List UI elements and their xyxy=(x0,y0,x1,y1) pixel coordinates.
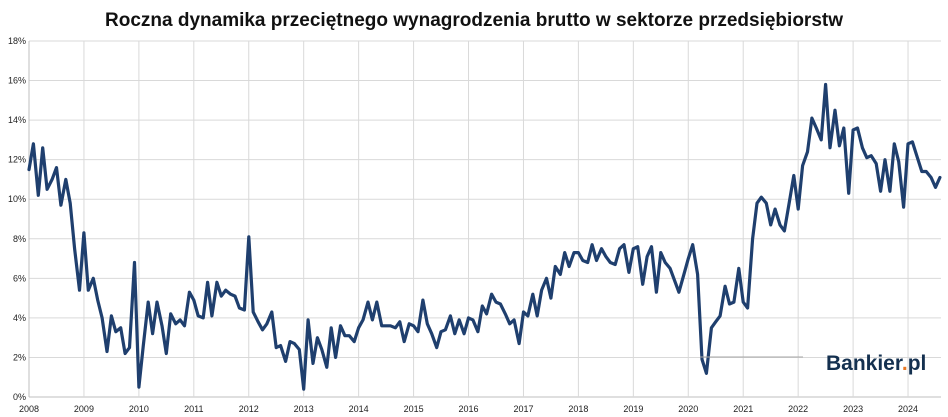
logo-text: Bankier.pl xyxy=(826,352,926,375)
x-tick-label: 2020 xyxy=(678,404,698,414)
gridlines xyxy=(28,40,941,398)
logo-domain: pl xyxy=(908,352,927,375)
x-tick-label: 2019 xyxy=(623,404,643,414)
y-tick-label: 14% xyxy=(8,115,26,125)
y-tick-label: 8% xyxy=(13,234,26,244)
y-tick-label: 12% xyxy=(8,155,26,165)
bankier-logo: Bankier.pl xyxy=(700,352,926,375)
y-tick-label: 6% xyxy=(13,273,26,283)
x-tick-label: 2012 xyxy=(239,404,259,414)
x-tick-label: 2016 xyxy=(459,404,479,414)
logo-word: Bankier xyxy=(826,352,903,375)
y-axis-ticks: 0% 2% 4% 6% 8% 10% 12% 14% 16% 18% xyxy=(8,36,26,402)
x-tick-label: 2023 xyxy=(843,404,863,414)
y-tick-label: 0% xyxy=(13,392,26,402)
x-tick-label: 2015 xyxy=(404,404,424,414)
x-tick-label: 2017 xyxy=(513,404,533,414)
y-tick-label: 2% xyxy=(13,352,26,362)
x-tick-label: 2018 xyxy=(568,404,588,414)
x-axis-ticks: 2008 2009 2010 2011 2012 2013 2014 2015 2016 2017… xyxy=(19,404,918,414)
x-tick-label: 2014 xyxy=(349,404,369,414)
y-tick-label: 16% xyxy=(8,76,26,86)
x-tick-label: 2009 xyxy=(74,404,94,414)
x-tick-label: 2011 xyxy=(184,404,203,414)
y-tick-label: 4% xyxy=(13,313,26,323)
y-tick-label: 18% xyxy=(8,36,26,46)
x-tick-label: 2008 xyxy=(19,404,39,414)
y-tick-label: 10% xyxy=(8,194,26,204)
x-tick-label: 2013 xyxy=(294,404,314,414)
x-tick-label: 2022 xyxy=(788,404,808,414)
chart-title: Roczna dynamika przeciętnego wynagrodzen… xyxy=(105,10,843,31)
x-tick-label: 2021 xyxy=(733,404,753,414)
x-tick-label: 2010 xyxy=(129,404,149,414)
series-line xyxy=(27,82,942,391)
logo-dot: . xyxy=(902,352,908,375)
x-tick-label: 2024 xyxy=(898,404,918,414)
